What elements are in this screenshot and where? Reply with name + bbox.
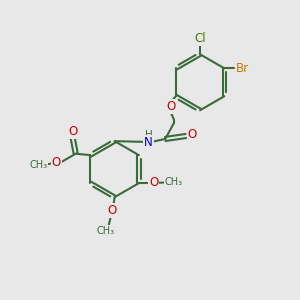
Text: Cl: Cl [194, 32, 206, 46]
Text: N: N [144, 136, 153, 149]
Text: CH₃: CH₃ [164, 177, 182, 187]
Text: O: O [107, 204, 116, 217]
Text: O: O [52, 156, 61, 169]
Text: O: O [149, 176, 158, 189]
Text: H: H [145, 130, 152, 140]
Text: O: O [68, 125, 77, 138]
Text: CH₃: CH₃ [97, 226, 115, 236]
Text: Br: Br [236, 62, 249, 75]
Text: O: O [188, 128, 197, 141]
Text: CH₃: CH₃ [30, 160, 48, 170]
Text: O: O [166, 100, 175, 113]
